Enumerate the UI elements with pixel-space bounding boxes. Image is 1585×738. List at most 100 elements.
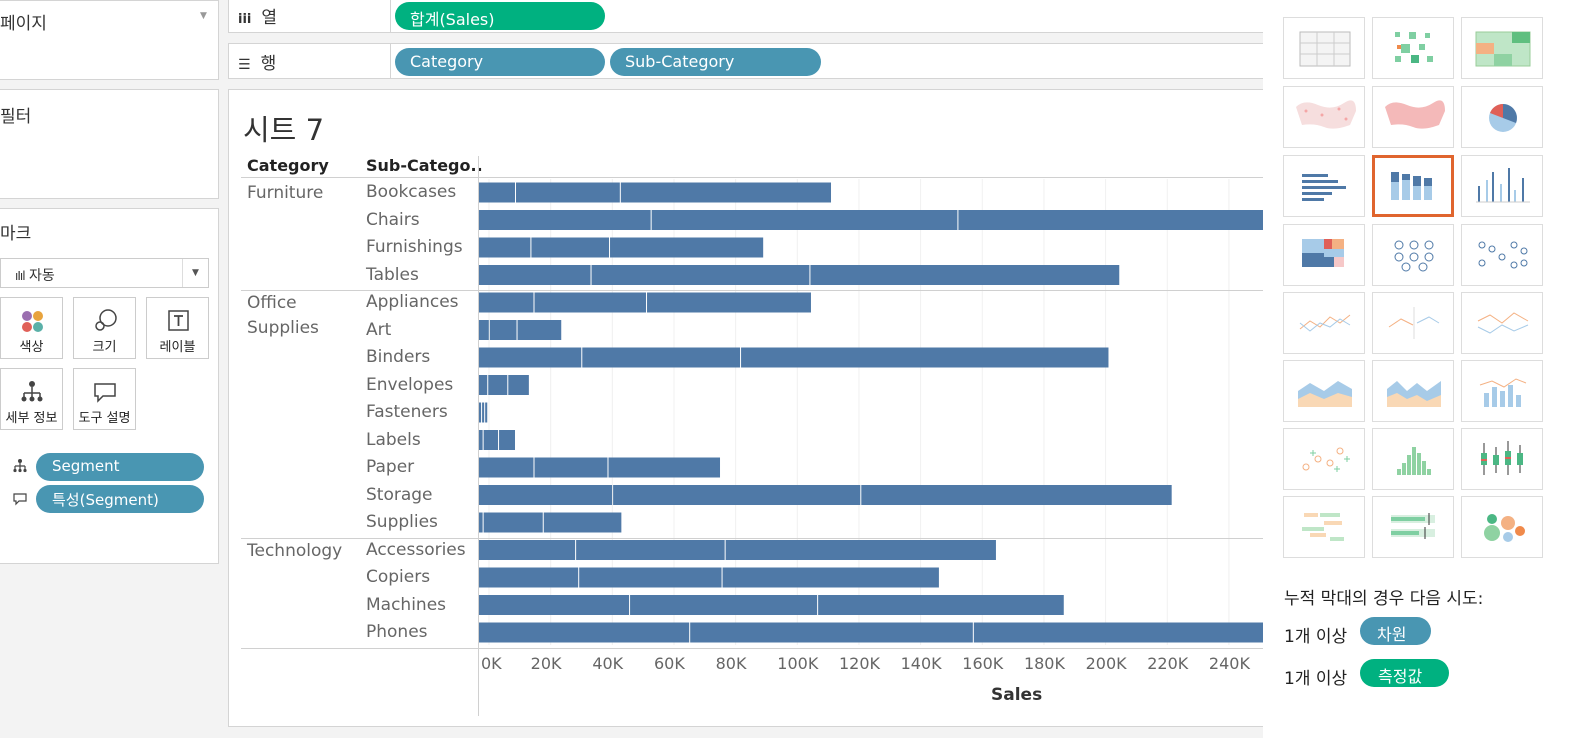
bar-segment[interactable] <box>818 595 1064 615</box>
show-me-scatter-plot-icon[interactable] <box>1283 428 1365 490</box>
bar-segment[interactable] <box>722 567 939 588</box>
bar-segment[interactable] <box>861 485 1172 505</box>
bar-segment[interactable] <box>543 512 622 533</box>
show-me-treemap-icon[interactable] <box>1283 224 1365 286</box>
detail-button[interactable]: 세부 정보 <box>0 368 63 430</box>
bar-segment[interactable] <box>610 237 764 258</box>
show-me-packed-bubbles-icon[interactable] <box>1461 496 1543 558</box>
show-me-dual-combination-icon[interactable] <box>1461 360 1543 422</box>
bar-segment[interactable] <box>613 485 861 505</box>
bar-segment[interactable] <box>579 567 722 588</box>
subcategory-label[interactable]: Appliances <box>366 292 459 312</box>
subcategory-label[interactable]: Copiers <box>366 567 431 587</box>
segment-detail-pill[interactable]: Segment <box>36 453 204 481</box>
bar-segment[interactable] <box>479 375 488 395</box>
show-me-text-table-icon[interactable] <box>1283 17 1365 79</box>
show-me-stacked-bar-icon[interactable] <box>1372 155 1454 217</box>
show-me-side-by-side-bar-icon[interactable] <box>1461 155 1543 217</box>
bar-segment[interactable] <box>690 622 973 643</box>
show-me-pie-chart-icon[interactable] <box>1461 86 1543 148</box>
bar-segment[interactable] <box>517 320 562 340</box>
color-button[interactable]: 색상 <box>0 297 63 359</box>
tooltip-button[interactable]: 도구 설명 <box>73 368 136 430</box>
size-button[interactable]: 크기 <box>73 297 136 359</box>
bar-segment[interactable] <box>647 292 811 313</box>
subcategory-label[interactable]: Envelopes <box>366 374 454 395</box>
bar-segment[interactable] <box>483 512 543 533</box>
subcategory-header[interactable]: Sub-Catego.. <box>366 156 483 175</box>
bar-segment[interactable] <box>591 265 810 285</box>
subcategory-label[interactable]: Supplies <box>366 512 438 532</box>
bar-segment[interactable] <box>515 182 620 203</box>
chevron-down-icon[interactable]: ▼ <box>200 11 207 21</box>
mark-type-dropdown[interactable]: ıIıl 자동 ▼ <box>0 258 209 288</box>
bar-segment[interactable] <box>479 265 591 285</box>
bar-segment[interactable] <box>810 265 1120 285</box>
bar-segment[interactable] <box>534 457 608 478</box>
bar-segment[interactable] <box>479 182 515 203</box>
bar-segment[interactable] <box>479 430 483 450</box>
segment-tooltip-pill[interactable]: 특성(Segment) <box>36 485 204 513</box>
bar-segment[interactable] <box>479 347 582 368</box>
bar-segment[interactable] <box>576 540 725 560</box>
bar-segment[interactable] <box>499 430 515 450</box>
rows-shelf[interactable]: ☰ 행 Category Sub-Category <box>228 43 1268 79</box>
bar-segment[interactable] <box>608 457 721 478</box>
bar-segment[interactable] <box>479 622 690 643</box>
category-label[interactable]: Technology <box>247 540 343 561</box>
show-me-box-whisker-icon[interactable] <box>1461 428 1543 490</box>
bar-segment[interactable] <box>479 210 651 230</box>
show-me-gantt-chart-icon[interactable] <box>1283 496 1365 558</box>
category-pill[interactable]: Category <box>395 48 605 76</box>
subcategory-label[interactable]: Labels <box>366 429 421 450</box>
show-me-area-continuous-icon[interactable] <box>1283 360 1365 422</box>
category-header[interactable]: Category <box>247 156 329 175</box>
subcategory-label[interactable]: Furnishings <box>366 237 463 257</box>
bar-segment[interactable] <box>620 182 832 203</box>
bar-segment[interactable] <box>479 457 534 478</box>
bar-segment[interactable] <box>482 402 485 423</box>
bar-segment[interactable] <box>508 375 529 395</box>
bar-segment[interactable] <box>479 402 482 423</box>
bar-segment[interactable] <box>479 595 630 615</box>
bar-segment[interactable] <box>534 292 647 313</box>
subcategory-label[interactable]: Fasteners <box>366 402 448 422</box>
bar-segment[interactable] <box>479 540 576 560</box>
bar-segment[interactable] <box>958 210 1266 230</box>
bar-segment[interactable] <box>483 430 499 450</box>
label-button[interactable]: 레이블 <box>146 297 209 359</box>
subcategory-label[interactable]: Art <box>366 319 392 340</box>
subcategory-label[interactable]: Machines <box>366 594 447 615</box>
show-me-area-discrete-icon[interactable] <box>1372 360 1454 422</box>
show-me-line-discrete-icon[interactable] <box>1372 292 1454 354</box>
bar-segment[interactable] <box>479 567 579 588</box>
columns-shelf[interactable]: iii 열 합계(Sales) <box>228 0 1268 33</box>
sales-sum-pill[interactable]: 합계(Sales) <box>395 2 605 30</box>
bar-segment[interactable] <box>630 595 818 615</box>
subcategory-label[interactable]: Phones <box>366 622 428 642</box>
subcategory-label[interactable]: Tables <box>366 264 419 285</box>
show-me-highlight-table-icon[interactable] <box>1461 17 1543 79</box>
category-label[interactable]: Office Supplies <box>247 293 319 338</box>
show-me-horizontal-bar-icon[interactable] <box>1283 155 1365 217</box>
bar-segment[interactable] <box>582 347 741 368</box>
category-label[interactable]: Furniture <box>247 183 324 203</box>
bar-segment[interactable] <box>479 237 531 258</box>
filters-card[interactable]: 필터 <box>0 89 219 199</box>
bar-segment[interactable] <box>741 347 1109 368</box>
show-me-bullet-graph-icon[interactable] <box>1372 496 1454 558</box>
subcategory-label[interactable]: Paper <box>366 457 415 477</box>
show-me-dual-line-icon[interactable] <box>1461 292 1543 354</box>
show-me-heat-map-icon[interactable] <box>1372 17 1454 79</box>
subcategory-label[interactable]: Binders <box>366 347 431 367</box>
show-me-histogram-icon[interactable] <box>1372 428 1454 490</box>
bar-segment[interactable] <box>479 512 483 533</box>
bar-segment[interactable] <box>725 540 996 560</box>
bar-segment[interactable] <box>479 320 489 340</box>
show-me-circle-view-icon[interactable] <box>1372 224 1454 286</box>
subcategory-label[interactable]: Storage <box>366 484 433 505</box>
subcategory-pill[interactable]: Sub-Category <box>610 48 821 76</box>
bar-segment[interactable] <box>479 292 534 313</box>
subcategory-label[interactable]: Bookcases <box>366 182 457 202</box>
subcategory-label[interactable]: Accessories <box>366 539 466 560</box>
